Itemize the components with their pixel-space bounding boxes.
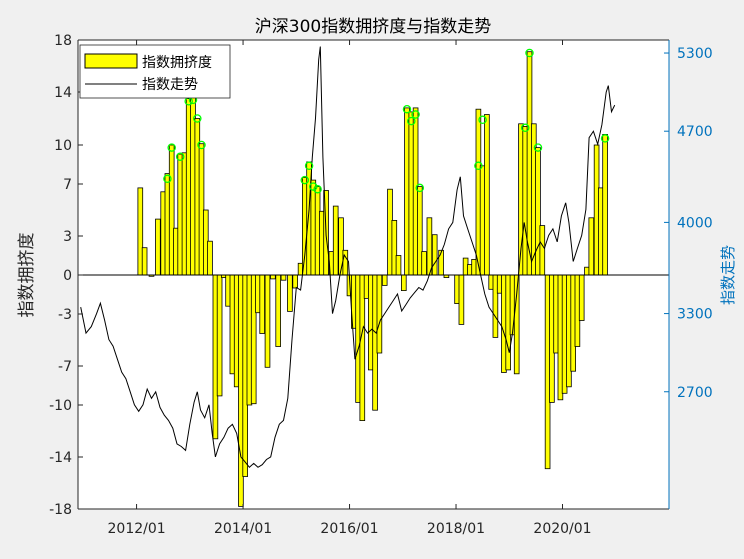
bar-74 (484, 114, 490, 276)
y-left-tick-label: -3 (58, 307, 72, 323)
y-right-label: 指数走势 (719, 245, 737, 305)
marker-14 (415, 183, 425, 193)
bar-3 (155, 218, 161, 276)
marker-16 (478, 115, 487, 125)
y-right-tick-label: 4700 (677, 124, 713, 140)
legend-label-line: 指数走势 (142, 77, 198, 93)
marker-15 (474, 161, 483, 171)
marker-7 (300, 175, 310, 185)
bar-87 (539, 225, 546, 276)
bar-65 (438, 249, 444, 276)
marker-6 (197, 140, 206, 150)
axes (77, 39, 670, 510)
marker-1 (167, 143, 176, 152)
legend-label-bars: 指数拥挤度 (142, 55, 212, 71)
x-tick-label: 2018/01 (427, 521, 485, 537)
marker-5 (193, 114, 202, 123)
y-left-label: 指数拥挤度 (17, 233, 37, 318)
bar-32 (287, 274, 293, 312)
y-left-tick-label: -10 (49, 398, 72, 414)
marker-8 (304, 161, 314, 171)
marker-12 (407, 116, 416, 126)
y-left-tick-label: 18 (54, 33, 72, 49)
x-tick-label: 2014/01 (214, 521, 272, 537)
legend: 指数拥挤度 指数走势 (79, 44, 231, 99)
bar-98 (588, 217, 595, 276)
x-tick-label: 2016/01 (320, 521, 378, 537)
y-left-tick-label: 0 (63, 268, 72, 284)
y-left-tick-label: -14 (49, 450, 72, 466)
marker-13 (411, 110, 420, 119)
y-right-tick-label: 5300 (677, 46, 713, 62)
bar-68 (458, 274, 465, 325)
y-right-tick-label: 2700 (677, 385, 713, 401)
bar-56 (395, 255, 402, 276)
y-left-tick-label: 10 (54, 138, 72, 154)
bar-15 (207, 240, 213, 276)
bar-57 (400, 274, 407, 292)
bar-101 (602, 133, 608, 276)
y-right-tick-label: 3300 (677, 307, 713, 323)
bar-63 (426, 217, 433, 276)
legend-bar-swatch (84, 53, 138, 69)
index-line (80, 46, 616, 469)
bars (137, 51, 608, 507)
marker-10 (313, 184, 322, 194)
bar-29 (270, 274, 276, 280)
bar-53 (381, 274, 388, 286)
marker-19 (533, 143, 543, 152)
marker-0 (163, 174, 172, 184)
y-left-tick-label: -18 (49, 502, 72, 518)
bar-64 (431, 234, 438, 276)
bar-33 (292, 274, 298, 289)
markers (163, 48, 610, 194)
index-line-group (80, 46, 616, 469)
marker-11 (402, 104, 412, 114)
marker-20 (600, 134, 610, 143)
x-tick-label: 2012/01 (108, 521, 166, 537)
bar-96 (578, 274, 585, 321)
bar-30 (275, 274, 281, 347)
chart-title: 沪深300指数拥挤度与指数走势 (255, 17, 491, 37)
bar-17 (216, 274, 223, 397)
y-left-tick-label: 3 (63, 229, 72, 245)
marker-2 (175, 152, 185, 161)
ticks: -18 -14 -10 -7 -3 0 3 7 10 14 18 2700 3300 4000 4700 53… (49, 33, 713, 537)
y-left-tick-label: -7 (58, 359, 72, 375)
bar-27 (259, 274, 265, 334)
marker-18 (525, 48, 534, 58)
x-tick-label: 2020/01 (533, 521, 591, 537)
y-left-tick-label: 14 (54, 85, 72, 101)
marker-17 (520, 123, 530, 133)
bar-42 (332, 205, 339, 276)
y-right-tick-label: 4000 (677, 215, 713, 231)
bar-52 (376, 274, 383, 354)
bar-44 (342, 249, 349, 276)
marker-9 (309, 182, 318, 191)
bar-62 (421, 251, 427, 276)
bar-31 (280, 274, 287, 281)
bar-28 (264, 274, 271, 368)
bar-1 (141, 247, 148, 276)
y-left-tick-label: 7 (63, 177, 72, 193)
